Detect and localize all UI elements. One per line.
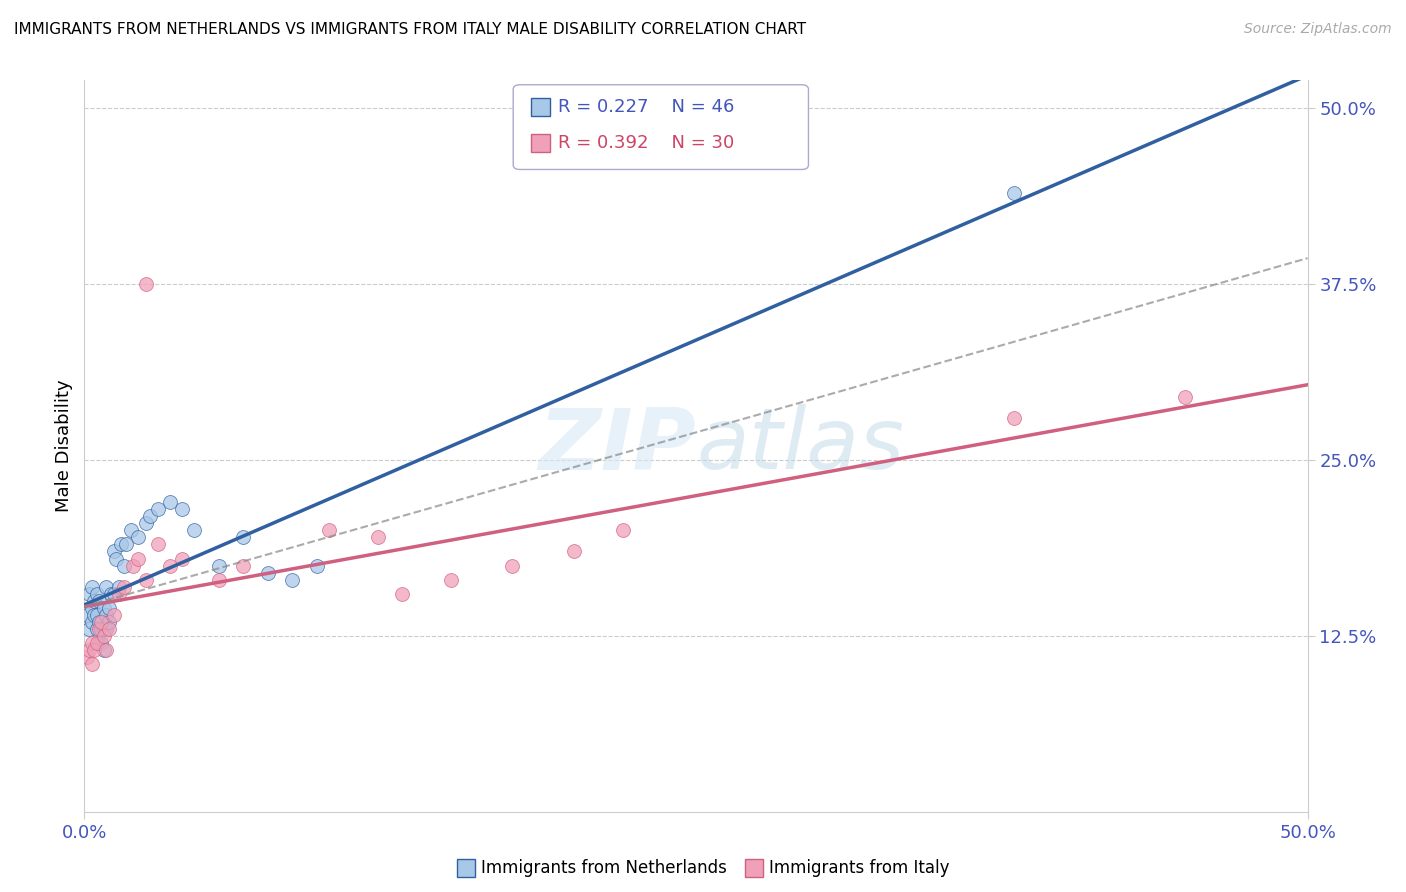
Point — [172, 551, 194, 566]
Point — [367, 530, 389, 544]
Point — [257, 566, 280, 580]
Y-axis label: Male Disability: Male Disability — [55, 380, 73, 512]
Point — [93, 629, 115, 643]
Point — [80, 615, 103, 629]
Point — [83, 593, 105, 607]
Point — [139, 509, 162, 524]
Text: atlas: atlas — [696, 404, 904, 488]
Point — [146, 537, 169, 551]
Text: ZIP: ZIP — [538, 404, 696, 488]
Point — [208, 573, 231, 587]
Point — [93, 600, 115, 615]
Point — [107, 580, 129, 594]
Point — [502, 558, 524, 573]
Point — [87, 622, 110, 636]
Point — [80, 600, 103, 615]
Point — [103, 587, 125, 601]
Point — [80, 580, 103, 594]
Text: Source: ZipAtlas.com: Source: ZipAtlas.com — [1244, 22, 1392, 37]
Point — [391, 587, 413, 601]
Point — [159, 558, 181, 573]
Point — [107, 587, 129, 601]
Point — [135, 277, 157, 292]
Point — [83, 607, 105, 622]
Text: Immigrants from Italy: Immigrants from Italy — [769, 859, 949, 877]
Point — [77, 643, 100, 657]
Point — [86, 622, 108, 636]
Text: R = 0.227    N = 46: R = 0.227 N = 46 — [558, 98, 734, 116]
Point — [90, 636, 112, 650]
Point — [305, 558, 328, 573]
Point — [122, 558, 145, 573]
Point — [112, 580, 135, 594]
Point — [77, 622, 100, 636]
Point — [612, 524, 634, 538]
Point — [83, 643, 105, 657]
Point — [318, 524, 340, 538]
Point — [208, 558, 231, 573]
Point — [127, 551, 149, 566]
Point — [80, 657, 103, 671]
Point — [77, 587, 100, 601]
Point — [105, 551, 128, 566]
Point — [96, 607, 118, 622]
Point — [86, 636, 108, 650]
Point — [96, 643, 118, 657]
Point — [100, 587, 122, 601]
Point — [87, 636, 110, 650]
Point — [562, 544, 585, 558]
Point — [110, 537, 132, 551]
Point — [76, 607, 98, 622]
Point — [440, 573, 463, 587]
Point — [90, 615, 112, 629]
Point — [97, 622, 120, 636]
Point — [232, 558, 254, 573]
Point — [146, 502, 169, 516]
Point — [1002, 410, 1025, 425]
Point — [172, 502, 194, 516]
Point — [97, 615, 120, 629]
Point — [96, 622, 118, 636]
Text: Immigrants from Netherlands: Immigrants from Netherlands — [481, 859, 727, 877]
Point — [112, 558, 135, 573]
Point — [96, 580, 118, 594]
Point — [103, 544, 125, 558]
Point — [183, 524, 205, 538]
Point — [93, 622, 115, 636]
Point — [76, 650, 98, 665]
Point — [115, 537, 138, 551]
Point — [93, 643, 115, 657]
Point — [281, 573, 304, 587]
Point — [87, 593, 110, 607]
Point — [159, 495, 181, 509]
Point — [87, 615, 110, 629]
Point — [135, 516, 157, 531]
Point — [103, 607, 125, 622]
Point — [1174, 390, 1197, 404]
Point — [80, 636, 103, 650]
Point — [135, 573, 157, 587]
Text: IMMIGRANTS FROM NETHERLANDS VS IMMIGRANTS FROM ITALY MALE DISABILITY CORRELATION: IMMIGRANTS FROM NETHERLANDS VS IMMIGRANT… — [14, 22, 806, 37]
Point — [90, 622, 112, 636]
Point — [232, 530, 254, 544]
Point — [86, 587, 108, 601]
Point — [97, 600, 120, 615]
Point — [86, 607, 108, 622]
Point — [1002, 186, 1025, 200]
Point — [120, 524, 142, 538]
Point — [127, 530, 149, 544]
Text: R = 0.392    N = 30: R = 0.392 N = 30 — [558, 134, 734, 152]
